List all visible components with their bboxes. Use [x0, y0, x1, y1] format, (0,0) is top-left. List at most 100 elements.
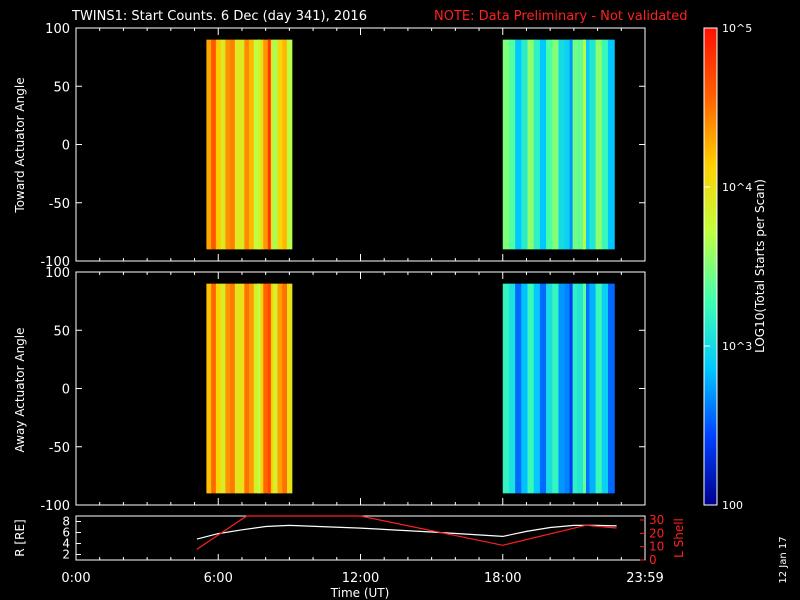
heatmap-cell	[277, 39, 283, 250]
heatmap-cell	[287, 283, 293, 494]
x-tick-label: 6:00	[204, 571, 233, 586]
heatmap-cell	[282, 39, 288, 250]
heatmap-cell	[211, 283, 217, 494]
heatmap-cell	[558, 283, 566, 494]
toward-heatmap	[206, 39, 615, 250]
orbit-panel-frame	[75, 515, 646, 561]
heatmap-cell	[215, 283, 222, 494]
heatmap-stripe	[257, 283, 261, 494]
lshell-series-line	[196, 515, 617, 550]
r-tick-label: 6	[62, 526, 70, 540]
x-axis-label: Time (UT)	[330, 586, 390, 600]
heatmap-cell	[539, 39, 547, 250]
heatmap-cell	[234, 39, 241, 250]
heatmap-cell	[546, 39, 553, 250]
heatmap-cell	[244, 39, 250, 250]
side-date: 12 Jan 17	[778, 536, 789, 583]
heatmap-cell	[521, 39, 529, 250]
heatmap-cell	[277, 283, 283, 494]
away-axis: 100 50 0 -50 -100	[40, 266, 646, 514]
heatmap-cell	[533, 39, 541, 250]
heatmap-cell	[225, 283, 231, 494]
lshell-tick-label: 10	[649, 540, 664, 554]
heatmap-cell	[595, 283, 603, 494]
heatmap-cell	[263, 283, 269, 494]
heatmap-cell	[253, 283, 260, 494]
x-tick-label: 12:00	[342, 571, 379, 586]
heatmap-cell	[249, 39, 255, 250]
heatmap-cell	[502, 39, 510, 250]
y-tick-label: 0	[62, 383, 70, 398]
toward-axis: 100 50 0 -50 -100	[40, 22, 646, 270]
heatmap-cell	[570, 283, 578, 494]
heatmap-cell	[577, 39, 584, 250]
away-heatmap	[206, 283, 615, 494]
heatmap-cell	[564, 283, 572, 494]
heatmap-cell	[239, 283, 245, 494]
heatmap-cell	[211, 39, 217, 250]
heatmap-cell	[564, 39, 572, 250]
heatmap-cell	[515, 283, 522, 494]
heatmap-cell	[558, 39, 566, 250]
heatmap-cell	[539, 283, 547, 494]
heatmap-cell	[589, 39, 597, 250]
heatmap-cell	[220, 283, 226, 494]
heatmap-cell	[258, 39, 264, 250]
y-tick-label: 100	[45, 22, 70, 37]
heatmap-cell	[244, 283, 250, 494]
lshell-ylabel: L Shell	[672, 518, 686, 558]
away-panel: 100 50 0 -50 -100 Away Actuator Angle	[13, 266, 646, 514]
heatmap-stripe	[267, 39, 271, 250]
heatmap-cell	[607, 283, 615, 494]
heatmap-cell	[521, 283, 529, 494]
y-tick-label: 50	[53, 80, 70, 95]
heatmap-cell	[272, 283, 279, 494]
y-tick-label: 0	[62, 139, 70, 154]
heatmap-cell	[515, 39, 522, 250]
lshell-tick-label: 0	[649, 553, 657, 567]
colorbar-fill	[703, 27, 718, 506]
heatmap-cell	[220, 39, 226, 250]
colorbar-ticks: 10^5 10^4 10^3 100	[704, 22, 752, 512]
toward-panel: 100 50 0 -50 -100 Toward Actuator Angle	[13, 22, 646, 270]
y-tick-label: 50	[53, 324, 70, 339]
heatmap-cell	[508, 39, 516, 250]
heatmap-cell	[527, 283, 535, 494]
heatmap-cell	[589, 283, 597, 494]
x-tick-label: 23:59	[626, 571, 663, 586]
heatmap-cell	[533, 283, 541, 494]
heatmap-cell	[601, 283, 609, 494]
chart-title: TWINS1: Start Counts. 6 Dec (day 341), 2…	[71, 9, 367, 24]
x-tick-label: 0:00	[61, 571, 90, 586]
heatmap-cell	[230, 39, 236, 250]
away-ylabel: Away Actuator Angle	[13, 327, 27, 452]
r-tick-label: 8	[62, 515, 70, 529]
heatmap-stripe	[569, 39, 573, 250]
y-tick-label: -100	[40, 499, 70, 514]
heatmap-cell	[601, 39, 609, 250]
colorbar-label: LOG10(Total Starts per Scan)	[753, 179, 767, 353]
r-tick-label: 2	[62, 548, 70, 562]
x-tick-label: 18:00	[484, 571, 521, 586]
heatmap-cell	[552, 283, 560, 494]
heatmap-cell	[527, 39, 535, 250]
heatmap-stripe	[569, 283, 573, 494]
orbit-lines	[196, 515, 617, 550]
lshell-tick-label: 20	[649, 526, 664, 540]
colorbar-tick-label: 10^4	[722, 181, 752, 194]
y-tick-label: 100	[45, 266, 70, 281]
r-tick-label: 4	[62, 537, 70, 551]
colorbar-tick-label: 10^3	[722, 340, 752, 353]
heatmap-cell	[230, 283, 236, 494]
heatmap-cell	[552, 39, 560, 250]
heatmap-cell	[239, 39, 245, 250]
heatmap-cell	[282, 283, 288, 494]
heatmap-cell	[577, 283, 584, 494]
heatmap-cell	[234, 283, 241, 494]
heatmap-cell	[583, 39, 591, 250]
heatmap-stripe	[582, 39, 586, 250]
heatmap-cell	[225, 39, 231, 250]
